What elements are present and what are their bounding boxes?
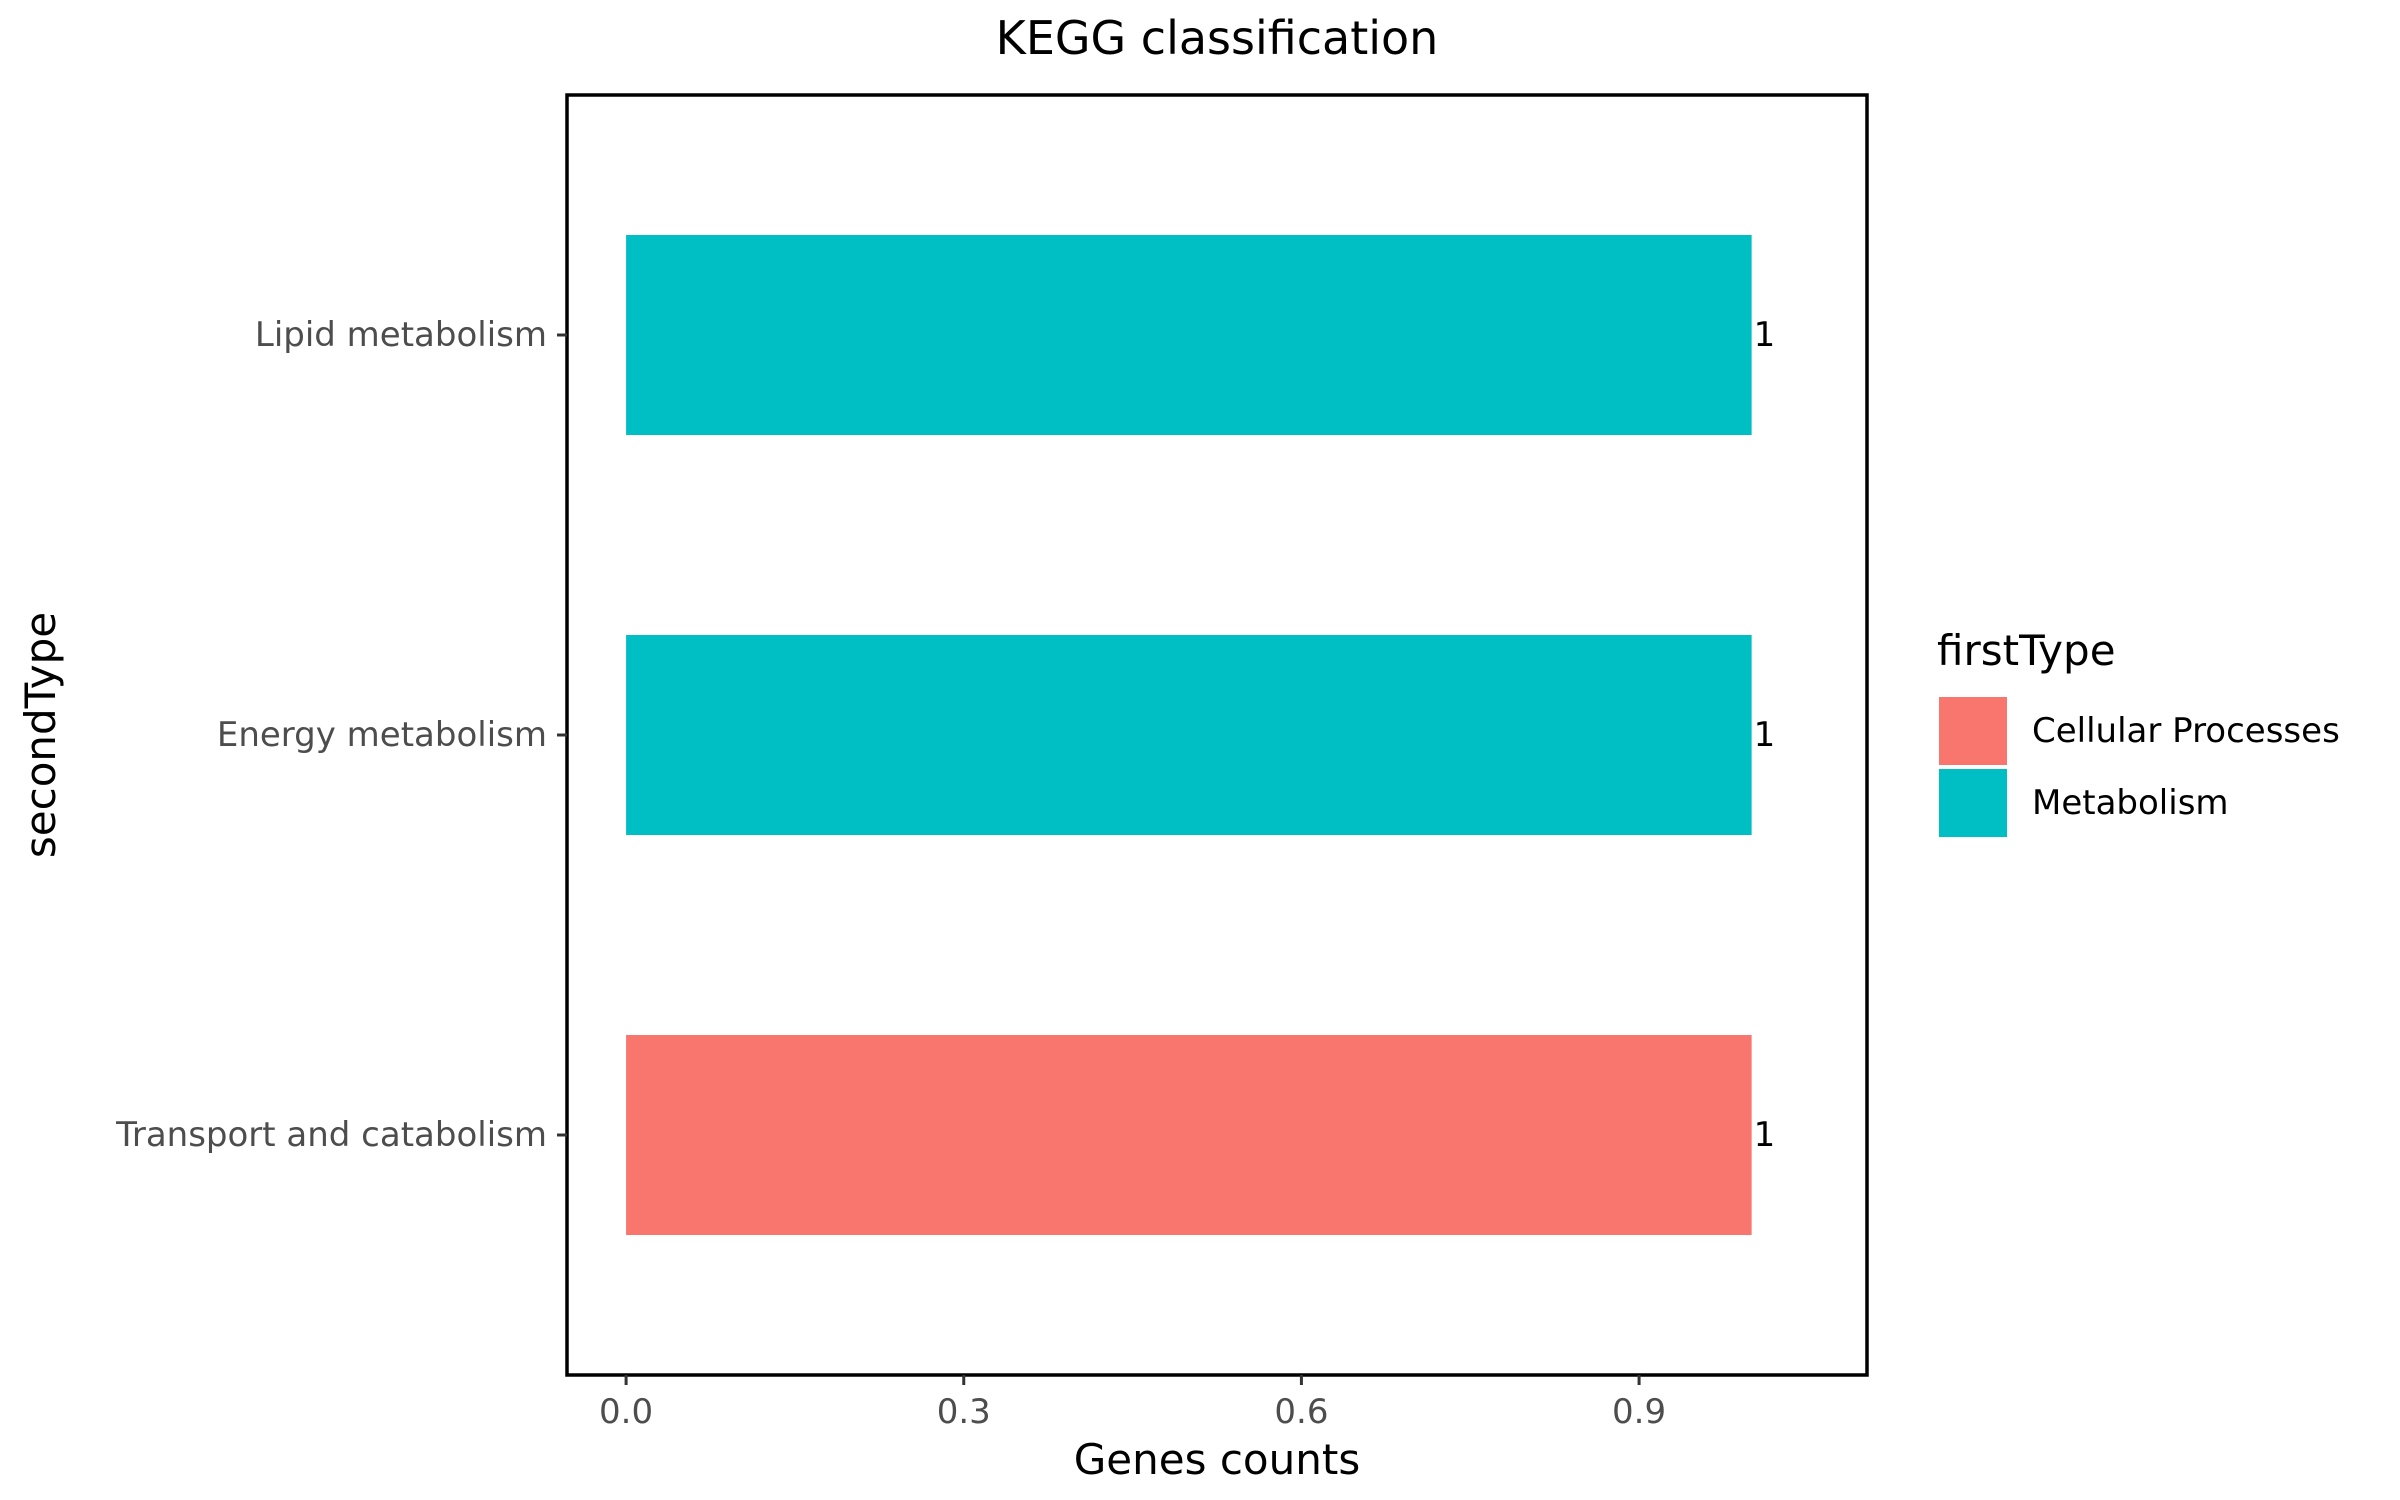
y-tick-label: Lipid metabolism: [255, 315, 547, 355]
chart-title: KEGG classification: [996, 11, 1439, 65]
legend-keys: Cellular Processes Metabolism: [1939, 697, 2340, 837]
bar: [626, 235, 1752, 435]
legend-key-swatch: [1939, 697, 2007, 765]
legend-title: firstType: [1937, 626, 2116, 675]
bars-layer: 1 1 1: [626, 235, 1775, 1235]
bar: [626, 1035, 1752, 1235]
axes-layer: Lipid metabolism Energy metabolism Transpo…: [115, 315, 1666, 1432]
y-tick-label: Energy metabolism: [217, 715, 547, 755]
legend-key-swatch: [1939, 769, 2007, 837]
x-tick-label: 0.3: [937, 1392, 991, 1432]
x-tick-label: 0.9: [1612, 1392, 1666, 1432]
legend: firstType Cellular Processes Metabolism: [1937, 626, 2340, 837]
legend-key-label: Cellular Processes: [2032, 711, 2340, 751]
bar-data-label: 1: [1754, 715, 1776, 755]
bar: [626, 635, 1752, 835]
bar-data-label: 1: [1754, 1115, 1776, 1155]
x-tick-label: 0.6: [1274, 1392, 1328, 1432]
bar-data-label: 1: [1754, 315, 1776, 355]
x-axis-title: Genes counts: [1074, 1435, 1360, 1484]
legend-key-label: Metabolism: [2032, 783, 2229, 823]
y-tick-label: Transport and catabolism: [115, 1115, 547, 1155]
x-tick-label: 0.0: [599, 1392, 653, 1432]
y-axis-title: secondType: [16, 612, 65, 858]
